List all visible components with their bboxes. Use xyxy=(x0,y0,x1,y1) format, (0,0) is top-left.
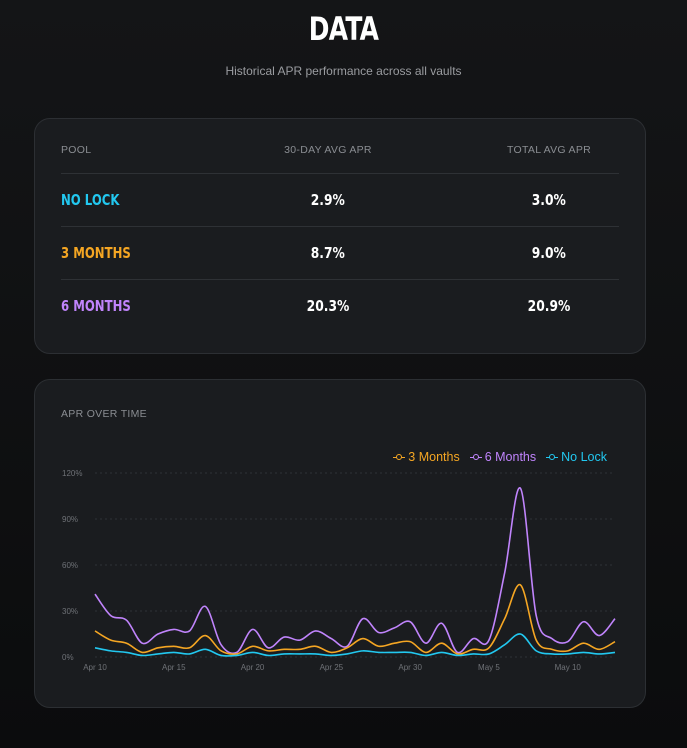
avg30-no-lock: 2.9% xyxy=(310,191,346,209)
x-tick-label: Apr 25 xyxy=(320,663,344,672)
page-title: DATA xyxy=(308,10,379,48)
y-tick-label: 90% xyxy=(62,515,78,524)
apr-line-chart: 0% 30% 60% 90% 120% Apr 10 Apr 15 Apr 20 Apr 25 A… xyxy=(62,469,616,672)
y-tick-label: 30% xyxy=(62,607,78,616)
legend-item-no-lock[interactable]: No Lock xyxy=(546,450,607,464)
x-tick-label: Apr 30 xyxy=(398,663,422,672)
legend-marker-icon xyxy=(546,453,559,461)
series-line-no-lock xyxy=(94,633,616,657)
legend-item-3-months[interactable]: 3 Months xyxy=(393,450,460,464)
x-tick-label: May 10 xyxy=(555,663,582,672)
apr-chart-card: APR OVER TIME 3 Months 6 Months No Lock … xyxy=(34,379,646,708)
avg30-6-months: 20.3% xyxy=(306,297,350,315)
table-row: 3 MONTHS 8.7% 9.0% xyxy=(61,227,619,280)
legend-marker-icon xyxy=(393,453,406,461)
y-tick-label: 60% xyxy=(62,561,78,570)
total-6-months: 20.9% xyxy=(527,297,571,315)
pool-name-no-lock: NO LOCK xyxy=(61,191,120,209)
page-subtitle: Historical APR performance across all va… xyxy=(225,64,462,78)
table-row: 6 MONTHS 20.3% 20.9% xyxy=(61,280,619,332)
x-tick-label: Apr 20 xyxy=(241,663,265,672)
series-line-3-months xyxy=(94,584,616,656)
apr-summary-card: POOL 30-DAY AVG APR TOTAL AVG APR NO LOC… xyxy=(34,118,646,354)
table-header-row: POOL 30-DAY AVG APR TOTAL AVG APR xyxy=(61,119,619,174)
legend-label: 3 Months xyxy=(408,450,460,464)
header-total-avg: TOTAL AVG APR xyxy=(506,144,592,156)
x-tick-label: Apr 10 xyxy=(83,663,107,672)
header-pool: POOL xyxy=(61,144,92,156)
avg30-3-months: 8.7% xyxy=(310,244,346,262)
apr-summary-table: POOL 30-DAY AVG APR TOTAL AVG APR NO LOC… xyxy=(61,119,619,332)
series-line-6-months xyxy=(94,487,616,655)
chart-title: APR OVER TIME xyxy=(61,408,147,420)
table-row: NO LOCK 2.9% 3.0% xyxy=(61,174,619,227)
legend-label: No Lock xyxy=(561,450,607,464)
pool-name-3-months: 3 MONTHS xyxy=(61,244,131,262)
legend-label: 6 Months xyxy=(484,450,537,464)
pool-name-6-months: 6 MONTHS xyxy=(61,297,131,315)
y-tick-label: 120% xyxy=(62,469,82,478)
header-30day-avg: 30-DAY AVG APR xyxy=(284,144,372,156)
total-3-months: 9.0% xyxy=(531,244,567,262)
x-tick-label: Apr 15 xyxy=(162,663,186,672)
y-tick-label: 0% xyxy=(62,653,74,662)
legend-item-6-months[interactable]: 6 Months xyxy=(469,450,537,464)
legend-marker-icon xyxy=(469,453,482,461)
total-no-lock: 3.0% xyxy=(531,191,567,209)
chart-legend: 3 Months 6 Months No Lock xyxy=(393,450,607,464)
x-tick-label: May 5 xyxy=(478,663,500,672)
